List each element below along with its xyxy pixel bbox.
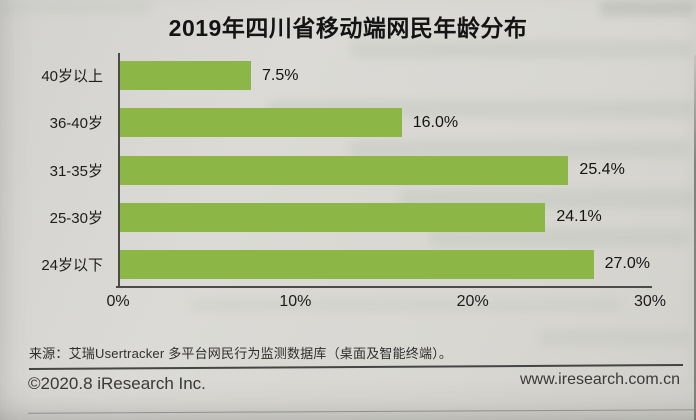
bar [118,155,569,185]
bar-value-label: 7.5% [262,66,299,84]
source-note: 来源：艾瑞Usertracker 多平台网民行为监测数据库（桌面及智能终端）。 [29,346,453,361]
x-axis-line [116,286,652,288]
category-label: 36-40岁 [49,115,103,133]
age-distribution-bar-chart: 40岁以上 7.5% 36-40岁 16.0% 31-35岁 25.4% 25-30岁 24.… [22,52,666,310]
bar [118,249,594,279]
bar-track: 24.1% [118,194,650,241]
paper-bleedthrough [540,331,690,345]
bar-track: 27.0% [118,241,650,288]
chart-title: 2019年四川省移动端网民年龄分布 [168,15,528,41]
x-tick-label: 20% [456,293,489,310]
footer-divider [28,364,683,370]
bar-value-label: 16.0% [412,113,459,131]
chart-row-25-30岁: 25-30岁 24.1% [22,194,650,241]
category-label: 24岁以下 [41,256,103,274]
y-axis-line [118,53,120,288]
chart-row-24岁以下: 24岁以下 27.0% [22,241,650,288]
bar-rows: 40岁以上 7.5% 36-40岁 16.0% 31-35岁 25.4% 25-30岁 24.… [22,52,650,288]
bar-track: 16.0% [118,99,650,146]
chart-row-36-40岁: 36-40岁 16.0% [22,99,650,146]
copyright-text: ©2020.8 iResearch Inc. [28,374,206,393]
bar-value-label: 25.4% [579,161,625,178]
bar-value-label: 27.0% [604,255,650,273]
chart-row-31-35岁: 31-35岁 25.4% [22,146,650,193]
category-label: 40岁以上 [41,68,103,86]
website-text: www.iresearch.com.cn [519,371,680,388]
x-tick-label: 30% [633,293,667,310]
bar [118,202,546,232]
category-label: 25-30岁 [49,209,103,227]
bottom-divider [28,409,696,414]
x-tick-label: 10% [279,293,312,310]
bar [118,108,402,138]
chart-row-40岁以上: 40岁以上 7.5% [22,52,650,99]
bar-value-label: 24.1% [556,208,602,226]
x-axis-ticks: 0% 10% 20% 30% [106,293,666,313]
bar-track: 7.5% [118,52,650,99]
bar [118,61,251,91]
category-label: 31-35岁 [49,162,103,180]
x-tick-label: 0% [106,293,130,310]
bar-track: 25.4% [118,146,650,193]
